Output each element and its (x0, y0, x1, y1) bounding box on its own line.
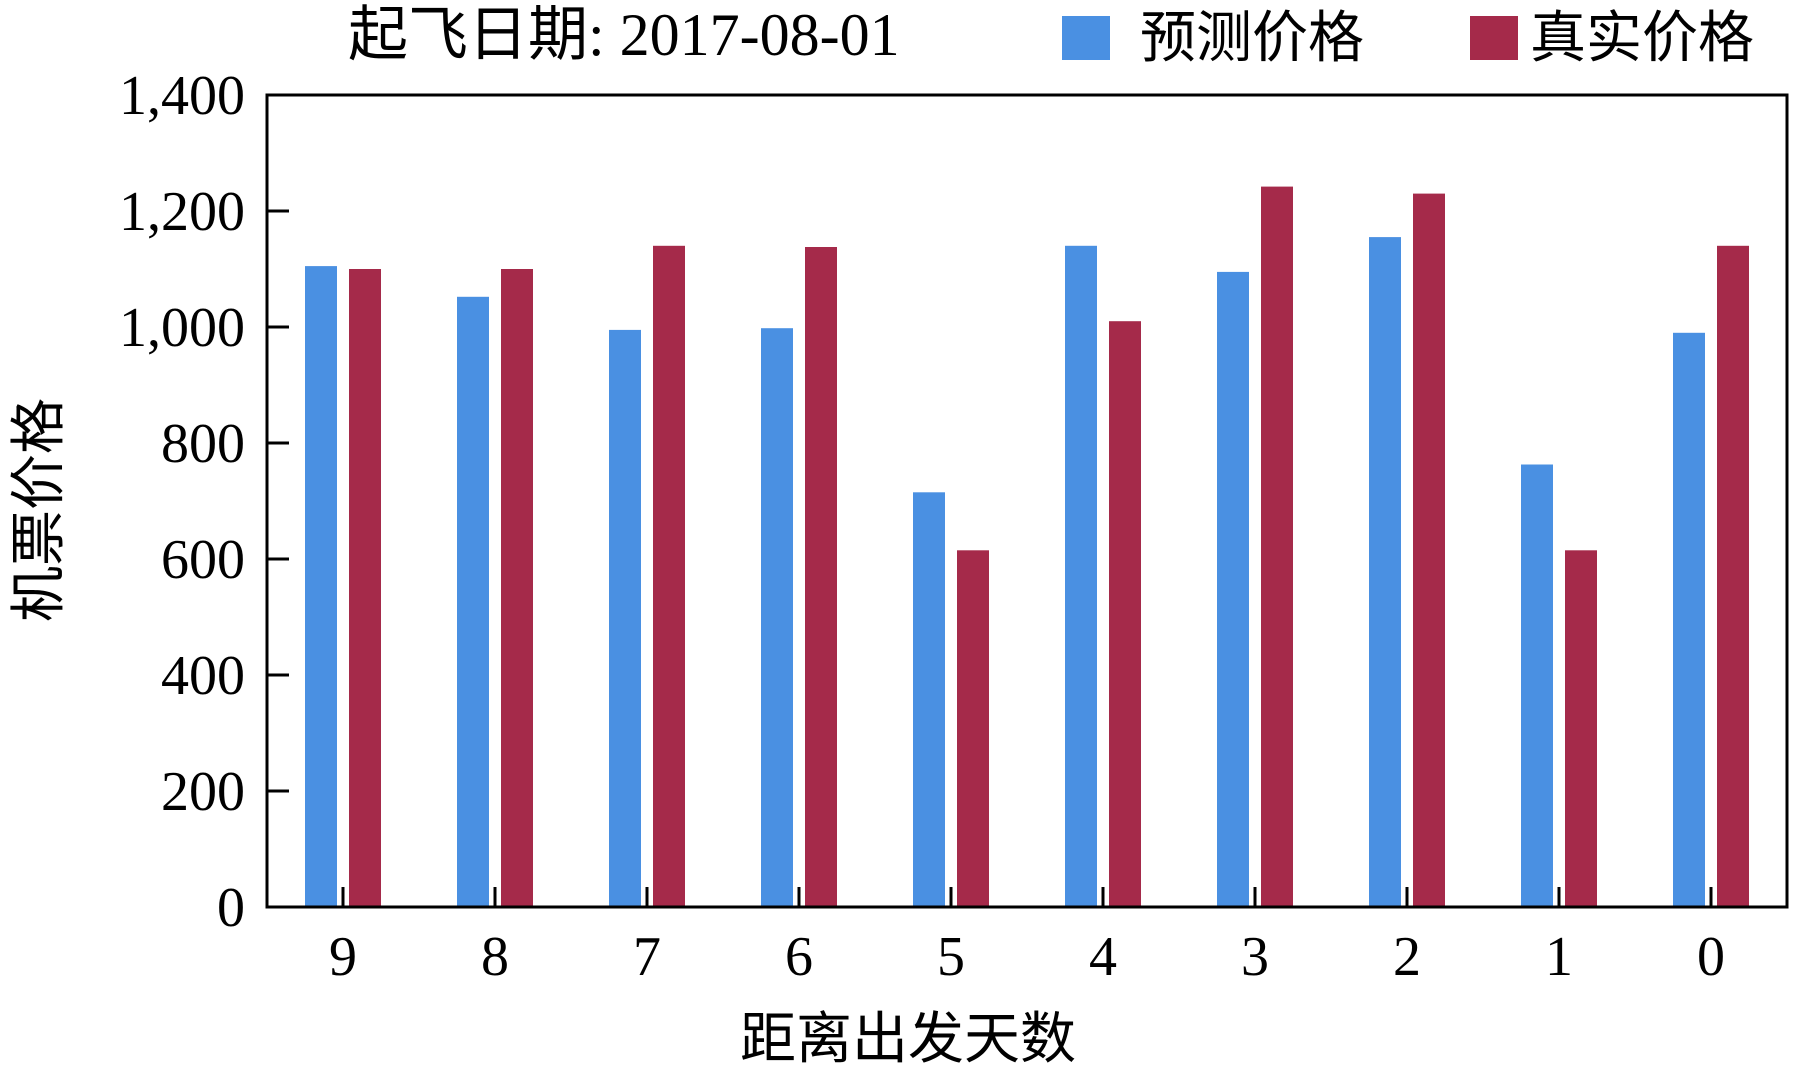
bar-predicted-4 (1065, 245, 1097, 908)
legend-label-actual: 真实价格 (1530, 6, 1754, 71)
plot-frame (265, 93, 1789, 909)
y-axis-label: 机票价格 (7, 398, 72, 622)
bar-predicted-0 (1673, 332, 1705, 907)
chart-title: 起飞日期: 2017-08-01 (348, 2, 900, 68)
legend-swatch-predicted (1062, 16, 1110, 60)
y-tick-label: 1,200 (119, 181, 245, 243)
x-tick-label: 2 (1393, 926, 1421, 988)
x-tick-label: 4 (1089, 926, 1117, 988)
y-ticks-layer: 0 200 400 600 800 1,000 1,200 1,400 (119, 65, 289, 939)
bar-actual-2 (1413, 193, 1445, 908)
x-tick-label: 6 (785, 926, 813, 988)
y-tick-label: 1,400 (119, 65, 245, 127)
x-tick-label: 0 (1697, 926, 1725, 988)
x-axis-label: 距离出发天数 (740, 1007, 1076, 1072)
y-tick-label: 800 (161, 413, 245, 475)
y-tick-label: 600 (161, 529, 245, 591)
bar-actual-1 (1565, 550, 1597, 907)
bar-predicted-8 (457, 296, 489, 907)
legend: 预测价格 真实价格 (1062, 6, 1754, 71)
bar-predicted-5 (913, 492, 945, 907)
bar-actual-8 (501, 269, 533, 907)
bar-predicted-1 (1521, 464, 1553, 907)
bar-predicted-3 (1217, 271, 1249, 907)
bar-predicted-6 (761, 328, 793, 907)
x-tick-label: 9 (329, 926, 357, 988)
bar-predicted-7 (609, 329, 641, 907)
y-tick-label: 1,000 (119, 297, 245, 359)
bar-predicted-9 (305, 266, 337, 908)
legend-label-predicted: 预测价格 (1140, 6, 1364, 71)
x-tick-label: 7 (633, 926, 661, 988)
y-tick-label: 400 (161, 645, 245, 707)
y-tick-label: 0 (217, 877, 245, 939)
bar-actual-4 (1109, 321, 1141, 907)
bar-actual-7 (653, 245, 685, 908)
x-tick-label: 3 (1241, 926, 1269, 988)
bar-predicted-2 (1369, 237, 1401, 908)
bar-actual-0 (1717, 245, 1749, 908)
x-tick-label: 1 (1545, 926, 1573, 988)
bar-actual-5 (957, 550, 989, 907)
x-tick-label: 5 (937, 926, 965, 988)
y-tick-label: 200 (161, 761, 245, 823)
bar-actual-6 (805, 247, 837, 907)
x-tick-label: 8 (481, 926, 509, 988)
bar-actual-9 (349, 269, 381, 907)
bar-actual-3 (1261, 186, 1293, 908)
x-ticks-layer: 9 8 7 6 5 4 3 2 1 0 (329, 887, 1725, 988)
bars-layer (305, 186, 1749, 908)
legend-swatch-actual (1470, 16, 1518, 60)
